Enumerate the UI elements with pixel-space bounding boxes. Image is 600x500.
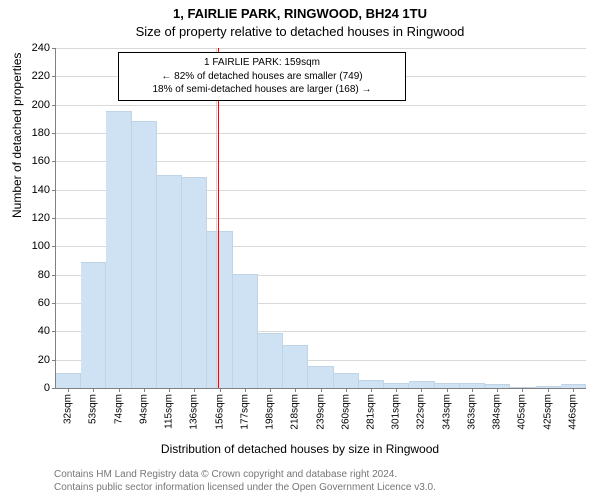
histogram-bar: [308, 366, 333, 388]
ytick-label: 200: [32, 99, 50, 111]
xtick-mark: [270, 388, 271, 392]
xtick-mark: [522, 388, 523, 392]
xtick-mark: [321, 388, 322, 392]
histogram-bar: [334, 373, 359, 388]
footer-line1: Contains HM Land Registry data © Crown c…: [54, 468, 436, 481]
xtick-mark: [119, 388, 120, 392]
xtick-mark: [144, 388, 145, 392]
xtick-label: 405sqm: [517, 394, 528, 430]
ytick-label: 160: [32, 155, 50, 167]
callout-line2: ← 82% of detached houses are smaller (74…: [127, 70, 397, 84]
histogram-bar: [409, 381, 434, 388]
chart-container: 1, FAIRLIE PARK, RINGWOOD, BH24 1TU Size…: [0, 0, 600, 500]
xtick-label: 322sqm: [416, 394, 427, 430]
histogram-bar: [359, 380, 384, 388]
xtick-mark: [295, 388, 296, 392]
xtick-label: 198sqm: [265, 394, 276, 430]
xtick-label: 53sqm: [88, 394, 99, 424]
xtick-mark: [194, 388, 195, 392]
ytick-label: 120: [32, 212, 50, 224]
ytick-mark: [52, 331, 56, 332]
xtick-mark: [497, 388, 498, 392]
xtick-label: 74sqm: [113, 394, 124, 424]
histogram-bar: [182, 177, 207, 388]
ytick-mark: [52, 218, 56, 219]
x-axis-label: Distribution of detached houses by size …: [0, 442, 600, 456]
xtick-mark: [93, 388, 94, 392]
chart-title-line2: Size of property relative to detached ho…: [0, 24, 600, 39]
xtick-label: 301sqm: [391, 394, 402, 430]
histogram-bar: [283, 345, 308, 389]
xtick-label: 363sqm: [466, 394, 477, 430]
xtick-label: 94sqm: [138, 394, 149, 424]
xtick-label: 343sqm: [441, 394, 452, 430]
chart-title-line1: 1, FAIRLIE PARK, RINGWOOD, BH24 1TU: [0, 6, 600, 21]
plot-area: 32sqm53sqm74sqm94sqm115sqm136sqm156sqm17…: [55, 48, 586, 389]
ytick-mark: [52, 303, 56, 304]
callout-box: 1 FAIRLIE PARK: 159sqm ← 82% of detached…: [118, 52, 406, 101]
xtick-mark: [245, 388, 246, 392]
ytick-mark: [52, 105, 56, 106]
xtick-mark: [573, 388, 574, 392]
xtick-label: 115sqm: [164, 394, 175, 429]
xtick-label: 218sqm: [290, 394, 301, 430]
ytick-mark: [52, 48, 56, 49]
ytick-label: 180: [32, 127, 50, 139]
xtick-mark: [421, 388, 422, 392]
xtick-label: 136sqm: [189, 394, 200, 430]
histogram-bar: [233, 274, 258, 388]
xtick-mark: [346, 388, 347, 392]
xtick-mark: [220, 388, 221, 392]
ytick-mark: [52, 246, 56, 247]
xtick-label: 446sqm: [567, 394, 578, 430]
ytick-mark: [52, 275, 56, 276]
xtick-label: 425sqm: [542, 394, 553, 430]
xtick-label: 281sqm: [365, 394, 376, 430]
ytick-label: 140: [32, 184, 50, 196]
footer-text: Contains HM Land Registry data © Crown c…: [54, 468, 436, 494]
callout-line3: 18% of semi-detached houses are larger (…: [127, 83, 397, 97]
histogram-bar: [132, 121, 157, 388]
histogram-bar: [157, 175, 182, 389]
ytick-mark: [52, 360, 56, 361]
xtick-label: 156sqm: [214, 394, 225, 430]
ytick-mark: [52, 190, 56, 191]
xtick-label: 239sqm: [315, 394, 326, 430]
ytick-mark: [52, 388, 56, 389]
ytick-label: 40: [38, 325, 50, 337]
xtick-mark: [68, 388, 69, 392]
xtick-mark: [396, 388, 397, 392]
ytick-label: 80: [38, 269, 50, 281]
footer-line2: Contains public sector information licen…: [54, 481, 436, 494]
xtick-label: 384sqm: [492, 394, 503, 430]
xtick-mark: [447, 388, 448, 392]
ytick-label: 240: [32, 42, 50, 54]
xtick-mark: [472, 388, 473, 392]
histogram-bar: [81, 262, 106, 388]
callout-line1: 1 FAIRLIE PARK: 159sqm: [127, 56, 397, 70]
xtick-label: 32sqm: [63, 394, 74, 424]
histogram-bar: [207, 231, 232, 388]
xtick-mark: [169, 388, 170, 392]
histogram-bar: [106, 111, 131, 388]
ytick-label: 0: [44, 382, 50, 394]
ytick-label: 220: [32, 70, 50, 82]
ytick-label: 60: [38, 297, 50, 309]
y-axis-label: Number of detached properties: [10, 53, 24, 218]
histogram-bar: [258, 333, 283, 388]
ytick-mark: [52, 161, 56, 162]
xtick-label: 177sqm: [239, 394, 250, 430]
ytick-label: 100: [32, 240, 50, 252]
ytick-mark: [52, 133, 56, 134]
ytick-label: 20: [38, 354, 50, 366]
xtick-mark: [548, 388, 549, 392]
xtick-mark: [371, 388, 372, 392]
ytick-mark: [52, 76, 56, 77]
histogram-bar: [56, 373, 81, 388]
xtick-label: 260sqm: [340, 394, 351, 430]
